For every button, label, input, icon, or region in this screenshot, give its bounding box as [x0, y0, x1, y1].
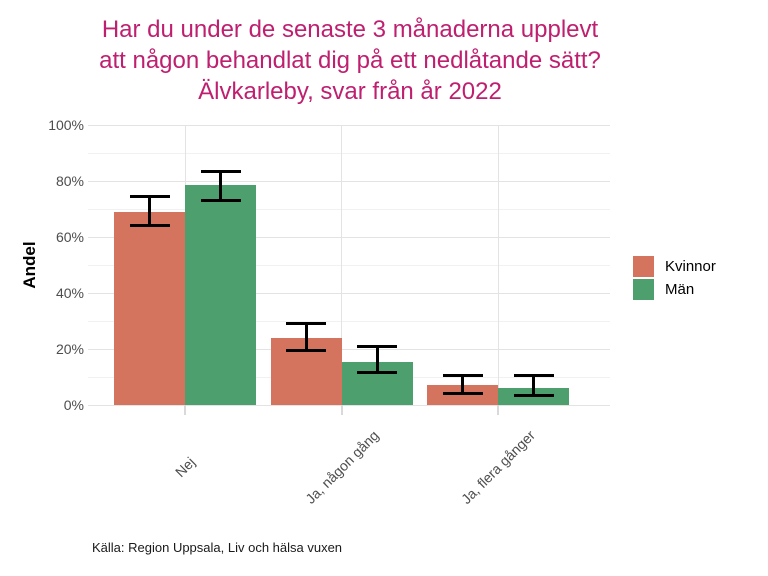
chart-title-line-3: Älvkarleby, svar från år 2022	[198, 78, 502, 105]
errorbar-kvinnor-2-cap-low	[442, 392, 483, 396]
gridline-major	[88, 125, 610, 126]
errorbar-kvinnor-1-cap-high	[286, 322, 326, 326]
legend: Kvinnor Män	[633, 256, 716, 302]
errorbar-kvinnor-0-cap-high	[129, 194, 170, 198]
legend-item-0: Kvinnor	[633, 256, 716, 277]
y-tick-label-100%: 100%	[48, 117, 84, 133]
y-tick-label-40%: 40%	[55, 285, 84, 301]
errorbar-kvinnor-1-cap-low	[286, 348, 326, 352]
errorbar-män-2-cap-high	[513, 374, 554, 378]
x-tick-label-1: Ja, någon gång	[301, 427, 382, 507]
errorbar-män-2-cap-low	[513, 393, 554, 397]
errorbar-män-1-cap-low	[357, 371, 397, 375]
errorbar-kvinnor-0-stem	[148, 196, 151, 226]
plot-panel	[88, 125, 610, 406]
gridline-vertical	[497, 125, 499, 405]
chart-title-line-1: Har du under de senaste 3 månaderna uppl…	[101, 16, 599, 43]
chart-title-line-2: att någon behandlat dig på ett nedlåtand…	[99, 47, 601, 74]
errorbar-kvinnor-2-cap-high	[442, 374, 483, 378]
errorbar-kvinnor-1-stem	[304, 323, 308, 351]
errorbar-män-0-stem	[219, 171, 222, 201]
gridline-vertical	[341, 125, 342, 405]
y-tick-label-60%: 60%	[55, 229, 84, 245]
x-tick-label-2: Ja, flera gånger	[457, 426, 539, 508]
bar-kvinnor-0	[114, 211, 185, 405]
gridline-minor	[88, 153, 610, 154]
gridline-minor	[88, 265, 610, 266]
errorbar-män-2-stem	[532, 375, 535, 396]
chart-title: Har du under de senaste 3 månaderna uppl…	[0, 14, 700, 107]
legend-label-1: Män	[665, 281, 695, 298]
legend-label-0: Kvinnor	[665, 258, 716, 275]
gridline-minor	[88, 321, 610, 322]
errorbar-män-0-cap-low	[200, 199, 241, 203]
x-tick-mark-0	[184, 405, 186, 415]
errorbar-kvinnor-2-stem	[461, 375, 464, 394]
y-tick-label-80%: 80%	[55, 173, 84, 189]
y-tick-label-0%: 0%	[63, 397, 84, 413]
legend-swatch-0	[633, 256, 654, 277]
errorbar-män-1-cap-high	[357, 344, 397, 348]
gridline-minor	[88, 209, 610, 210]
legend-item-1: Män	[633, 279, 716, 300]
errorbar-män-1-stem	[375, 346, 379, 373]
legend-swatch-1	[633, 279, 654, 300]
errorbar-män-0-cap-high	[200, 169, 241, 173]
x-tick-mark-2	[497, 405, 499, 415]
gridline-major	[88, 237, 610, 238]
gridline-major	[88, 293, 610, 294]
x-tick-label-0: Nej	[171, 453, 199, 481]
gridline-major	[88, 405, 610, 406]
bar-män-0	[185, 185, 256, 405]
x-tick-mark-1	[340, 405, 343, 415]
gridline-major	[88, 349, 610, 350]
source-caption: Källa: Region Uppsala, Liv och hälsa vux…	[92, 540, 343, 555]
gridline-major	[88, 181, 610, 182]
errorbar-kvinnor-0-cap-low	[129, 224, 170, 228]
y-tick-label-20%: 20%	[55, 341, 84, 357]
